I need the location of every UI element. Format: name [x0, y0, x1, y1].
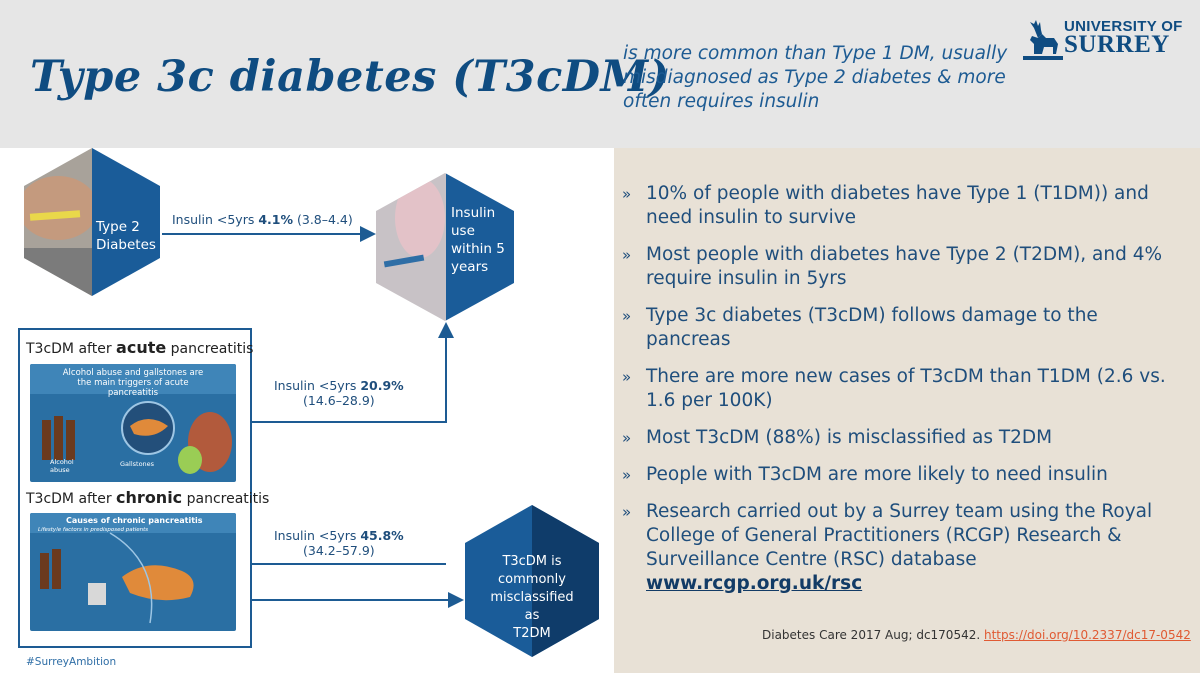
chronic-heading: T3cDM after chronic pancreatitis — [26, 488, 269, 507]
fact-item: » Most people with diabetes have Type 2 (… — [622, 243, 1182, 291]
type2-label: Type 2 Diabetes — [96, 218, 156, 254]
university-logo — [1023, 20, 1063, 60]
heading-prefix: T3cDM after — [26, 491, 117, 507]
type2-insulin-rate: Insulin <5yrs 4.1% (3.8–4.4) — [172, 212, 353, 227]
insulin-label-line: Insulin — [451, 205, 496, 221]
chevron-icon: » — [622, 185, 632, 203]
fact-item: » 10% of people with diabetes have Type 1… — [622, 182, 1182, 230]
fact-text: 10% of people with diabetes have Type 1 … — [646, 183, 1149, 228]
citation-text: Diabetes Care 2017 Aug; dc170542. — [762, 628, 984, 642]
fact-text: Research carried out by a Surrey team us… — [646, 501, 1153, 570]
acute-heading: T3cDM after acute pancreatitis — [26, 338, 253, 357]
chevron-icon: » — [622, 307, 632, 325]
rate-ci: (34.2–57.9) — [303, 543, 375, 558]
header-band — [0, 0, 1200, 148]
rate-value: 4.1% — [258, 212, 294, 227]
rate-ci: (3.8–4.4) — [293, 212, 353, 227]
insulin-label-line: within 5 — [451, 241, 505, 257]
chronic-image-caption: Causes of chronic pancreatitis — [66, 516, 203, 525]
heading-prefix: T3cDM after — [26, 341, 117, 357]
chevron-icon: » — [622, 246, 632, 264]
fact-text: Most people with diabetes have Type 2 (T… — [646, 244, 1163, 289]
heading-bold: chronic — [116, 488, 183, 507]
misclassified-hexagon — [465, 505, 599, 657]
flow-diagram — [24, 148, 599, 657]
doi-link[interactable]: https://doi.org/10.2337/dc17-0542 — [983, 628, 1191, 642]
rate-value: 20.9% — [360, 378, 404, 393]
rate-prefix: Insulin <5yrs — [274, 378, 361, 393]
stag-icon — [1023, 20, 1063, 60]
logo-line-1: UNIVERSITY OF — [1064, 18, 1183, 35]
acute-image-caption: Alcohol abuse and gallstones are the mai… — [62, 368, 204, 398]
facts-panel — [614, 148, 1200, 673]
chevron-icon: » — [622, 503, 632, 521]
chronic-image-subcaption: Lifestyle factors in predisposed patient… — [38, 527, 149, 533]
chevron-icon: » — [622, 368, 632, 386]
heading-suffix: pancreatitis — [182, 491, 270, 507]
fact-item: » There are more new cases of T3cDM than … — [622, 365, 1182, 413]
page-title: Type 3c diabetes (T3cDM) — [30, 52, 670, 102]
fact-text: Most T3cDM (88%) is misclassified as T2D… — [646, 427, 1053, 448]
insulin-label-line: use — [451, 223, 475, 239]
acute-to-insulin-arrow — [248, 322, 454, 423]
hashtag: #SurreyAmbition — [26, 656, 117, 668]
misclassified-label-line: commonly — [498, 572, 566, 587]
chronic-pancreatitis-illustration — [30, 513, 236, 631]
rcgp-link[interactable]: www.rcgp.org.uk/rsc — [646, 573, 863, 594]
page-subtitle: is more common than Type 1 DM, usually m… — [623, 43, 1008, 112]
misclassified-label-line: T2DM — [513, 626, 551, 641]
rate-ci: (14.6–28.9) — [303, 393, 375, 408]
gallstones-label: Gallstones — [120, 460, 155, 468]
chevron-icon: » — [622, 466, 632, 484]
logo-line-2: SURREY — [1064, 31, 1170, 58]
fact-item: » Research carried out by a Surrey team u… — [622, 500, 1182, 596]
type2-label-line: Type 2 — [96, 219, 140, 235]
fact-text: Type 3c diabetes (T3cDM) follows damage … — [646, 305, 1098, 350]
rate-prefix: Insulin <5yrs — [172, 212, 259, 227]
heading-bold: acute — [116, 338, 167, 357]
chronic-insulin-rate: Insulin <5yrs 45.8% (34.2–57.9) — [274, 528, 404, 558]
rate-prefix: Insulin <5yrs — [274, 528, 361, 543]
acute-pancreatitis-illustration — [30, 364, 236, 482]
facts-list: » 10% of people with diabetes have Type 1… — [622, 182, 1182, 609]
misclassified-label-line: T3cDM is — [502, 554, 562, 569]
fact-item: » Most T3cDM (88%) is misclassified as T2… — [622, 426, 1182, 450]
heading-suffix: pancreatitis — [166, 341, 254, 357]
rate-value: 45.8% — [360, 528, 404, 543]
misclassified-label: T3cDM is commonly misclassified as T2DM — [468, 553, 596, 643]
fact-item: » Type 3c diabetes (T3cDM) follows damage… — [622, 304, 1182, 352]
acute-insulin-rate: Insulin <5yrs 20.9% (14.6–28.9) — [274, 378, 404, 408]
insulin-label-line: years — [451, 259, 489, 275]
type2-label-line: Diabetes — [96, 237, 156, 253]
citation: Diabetes Care 2017 Aug; dc170542. https:… — [762, 628, 1191, 642]
misclassified-label-line: as — [524, 608, 540, 623]
chevron-icon: » — [622, 429, 632, 447]
fact-text: There are more new cases of T3cDM than T… — [646, 366, 1166, 411]
insulin-label: Insulin use within 5 years — [451, 204, 505, 276]
misclassified-label-line: misclassified — [490, 590, 574, 605]
fact-item: » People with T3cDM are more likely to ne… — [622, 463, 1182, 487]
alcohol-label: Alcohol abuse — [50, 458, 74, 474]
fact-text: People with T3cDM are more likely to nee… — [646, 464, 1108, 485]
